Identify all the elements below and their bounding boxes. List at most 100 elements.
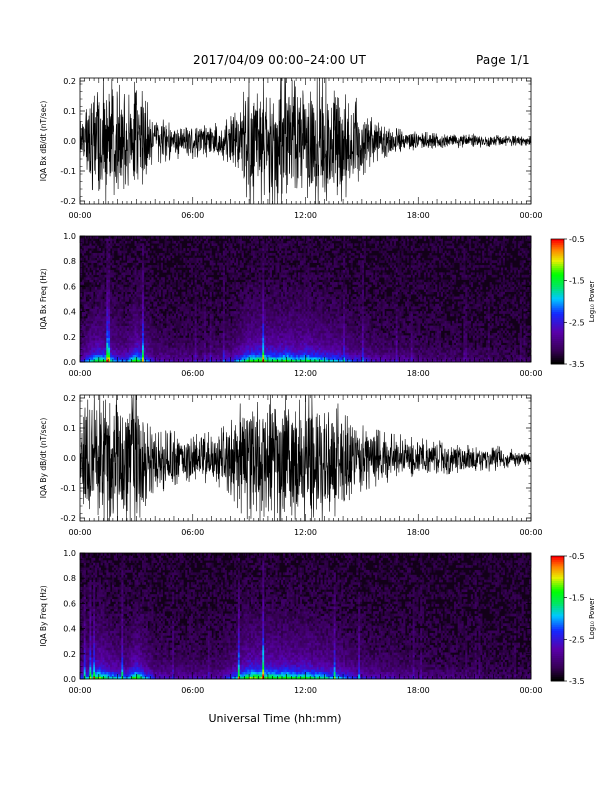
- spectrogram-cell: [266, 301, 269, 305]
- spectrogram-cell: [126, 260, 130, 263]
- spectrogram-cell: [102, 315, 105, 319]
- spectrogram-cell: [209, 260, 212, 263]
- spectrogram-cell: [160, 349, 163, 353]
- spectrogram-cell: [222, 342, 225, 346]
- spectrogram-cell: [85, 357, 88, 360]
- spectrogram-cell: [83, 291, 86, 295]
- spectrogram-cell: [162, 345, 165, 348]
- spectrogram-cell: [110, 284, 113, 288]
- spectrogram-cell: [89, 332, 92, 336]
- spectrogram-cell: [282, 274, 286, 278]
- spectrogram-cell: [106, 284, 109, 288]
- spectrogram-cell: [164, 347, 167, 351]
- spectrogram-cell: [98, 318, 101, 322]
- spectrogram-cell: [80, 257, 83, 261]
- spectrogram-cell: [192, 349, 195, 353]
- spectrogram-cell: [294, 240, 297, 244]
- spectrogram-cell: [202, 315, 205, 319]
- spectrogram-cell: [275, 323, 278, 326]
- spectrogram-cell: [136, 284, 139, 288]
- spectrogram-cell: [284, 320, 288, 324]
- spectrogram-cell: [95, 340, 98, 343]
- spectrogram-cell: [128, 349, 132, 353]
- spectrogram-cell: [290, 282, 293, 285]
- spectrogram-cell: [102, 352, 105, 356]
- spectrogram-cell: [281, 303, 284, 307]
- spectrogram-cell: [247, 248, 250, 251]
- spectrogram-cell: [251, 245, 254, 249]
- spectrogram-cell: [185, 328, 188, 331]
- spectrogram-cell: [108, 332, 111, 336]
- spectrogram-cell: [286, 277, 289, 280]
- spectrogram-cell: [168, 274, 171, 278]
- spectrogram-cell: [279, 354, 282, 358]
- spectrogram-cell: [260, 328, 263, 331]
- spectrogram-cell: [117, 248, 120, 251]
- spectrogram-cell: [297, 359, 301, 363]
- spectrogram-cell: [251, 330, 254, 334]
- spectrogram-cell: [132, 342, 135, 346]
- spectrogram-cell: [147, 272, 150, 276]
- spectrogram-cell: [260, 274, 263, 278]
- spectrogram-cell: [91, 301, 94, 305]
- spectrogram-cell: [117, 320, 120, 324]
- spectrogram-cell: [85, 257, 88, 261]
- spectrogram-cell: [121, 299, 124, 302]
- spectrogram-cell: [181, 294, 184, 297]
- spectrogram-cell: [271, 296, 274, 300]
- spectrogram-cell: [173, 320, 177, 324]
- spectrogram-cell: [271, 294, 274, 297]
- spectrogram-cell: [237, 311, 241, 314]
- spectrogram-cell: [202, 286, 205, 290]
- spectrogram-cell: [181, 296, 184, 300]
- spectrogram-cell: [93, 286, 96, 290]
- spectrogram-cell: [80, 352, 83, 356]
- spectrogram-cell: [228, 311, 231, 314]
- spectrogram-cell: [284, 301, 288, 305]
- spectrogram-cell: [290, 349, 293, 353]
- spectrogram-cell: [273, 352, 276, 356]
- spectrogram-cell: [136, 337, 139, 341]
- spectrogram-cell: [262, 315, 265, 319]
- spectrogram-cell: [217, 354, 220, 358]
- spectrogram-cell: [286, 291, 289, 295]
- spectrogram-cell: [224, 357, 227, 360]
- spectrogram-cell: [181, 340, 184, 343]
- spectrogram-cell: [158, 323, 162, 326]
- spectrogram-cell: [185, 311, 188, 314]
- spectrogram-cell: [256, 359, 259, 363]
- spectrogram-cell: [226, 347, 229, 351]
- spectrogram-cell: [158, 306, 162, 309]
- spectrogram-cell: [273, 296, 276, 300]
- spectrogram-cell: [181, 303, 184, 307]
- spectrogram-cell: [243, 357, 246, 360]
- spectrogram-cell: [284, 352, 288, 356]
- spectrogram-cell: [143, 345, 147, 348]
- spectrogram-cell: [108, 296, 111, 300]
- spectrogram-cell: [172, 354, 175, 358]
- spectrogram-cell: [125, 303, 128, 307]
- spectrogram-cell: [205, 340, 209, 343]
- spectrogram-cell: [175, 347, 179, 351]
- spectrogram-cell: [132, 357, 135, 360]
- spectrogram-cell: [181, 347, 184, 351]
- spectrogram-cell: [301, 240, 304, 244]
- spectrogram-cell: [215, 325, 218, 329]
- spectrogram-cell: [241, 332, 244, 336]
- spectrogram-cell: [217, 349, 220, 353]
- spectrogram-cell: [145, 359, 148, 363]
- spectrogram-cell: [252, 284, 256, 288]
- spectrogram-cell: [245, 335, 248, 339]
- spectrogram-cell: [247, 306, 250, 309]
- spectrogram-cell: [204, 250, 207, 254]
- spectrogram-cell: [91, 359, 94, 363]
- spectrogram-cell: [87, 236, 90, 239]
- spectrogram-cell: [234, 286, 237, 290]
- spectrogram-cell: [179, 332, 182, 336]
- spectrogram-cell: [143, 291, 147, 295]
- spectrogram-cell: [96, 265, 100, 268]
- spectrogram-cell: [266, 252, 269, 256]
- spectrogram-cell: [130, 352, 133, 356]
- spectrogram-cell: [234, 299, 237, 302]
- spectrogram-cell: [111, 286, 115, 290]
